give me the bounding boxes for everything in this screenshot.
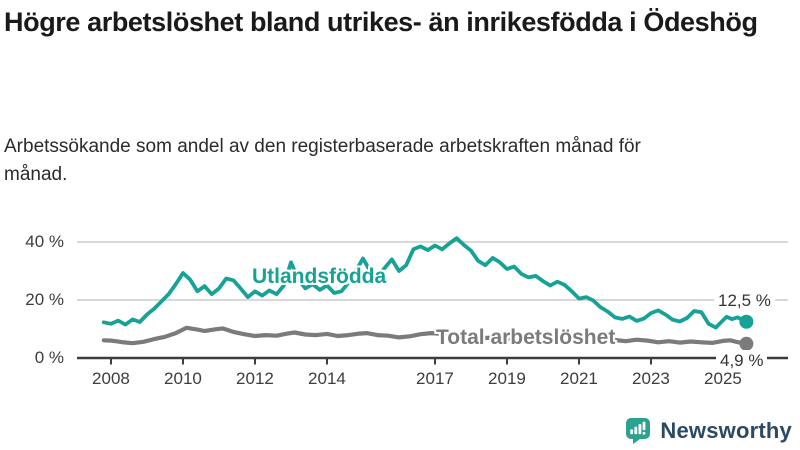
x-axis-label: 2012 (236, 369, 274, 388)
end-value-total: 4,9 % (716, 350, 768, 371)
x-axis-label: 2008 (92, 369, 130, 388)
x-axis-label: 2010 (164, 369, 202, 388)
newsworthy-logo-text: Newsworthy (660, 417, 792, 443)
series-line-0 (101, 236, 749, 330)
series-end-dot-0 (739, 314, 754, 329)
series-line-1 (101, 325, 749, 346)
series-label-total-arbetsloshet: Total arbetslöshet (436, 326, 616, 349)
x-axis-label: 2021 (560, 369, 598, 388)
x-axis-label: 2023 (632, 369, 670, 388)
x-axis-label: 2017 (416, 369, 454, 388)
y-axis-label: 0 % (34, 348, 64, 367)
series-label-utlandsfodda: Utlandsfödda (252, 265, 387, 288)
end-value-utlandsfodda: 12,5 % (714, 290, 775, 311)
series-end-dot-1 (739, 336, 754, 351)
y-axis-label: 20 % (25, 290, 64, 309)
x-axis-label: 2025 (704, 369, 742, 388)
y-axis-label: 40 % (25, 232, 64, 251)
x-axis-label: 2014 (308, 369, 346, 388)
newsworthy-chart-bubble-icon (626, 418, 651, 444)
newsworthy-logo: Newsworthy (624, 417, 792, 444)
x-axis-label: 2019 (488, 369, 526, 388)
page-subtitle: Arbetssökande som andel av den registerb… (4, 136, 641, 185)
page-title: Högre arbetslöshet bland utrikes- än inr… (4, 7, 758, 37)
